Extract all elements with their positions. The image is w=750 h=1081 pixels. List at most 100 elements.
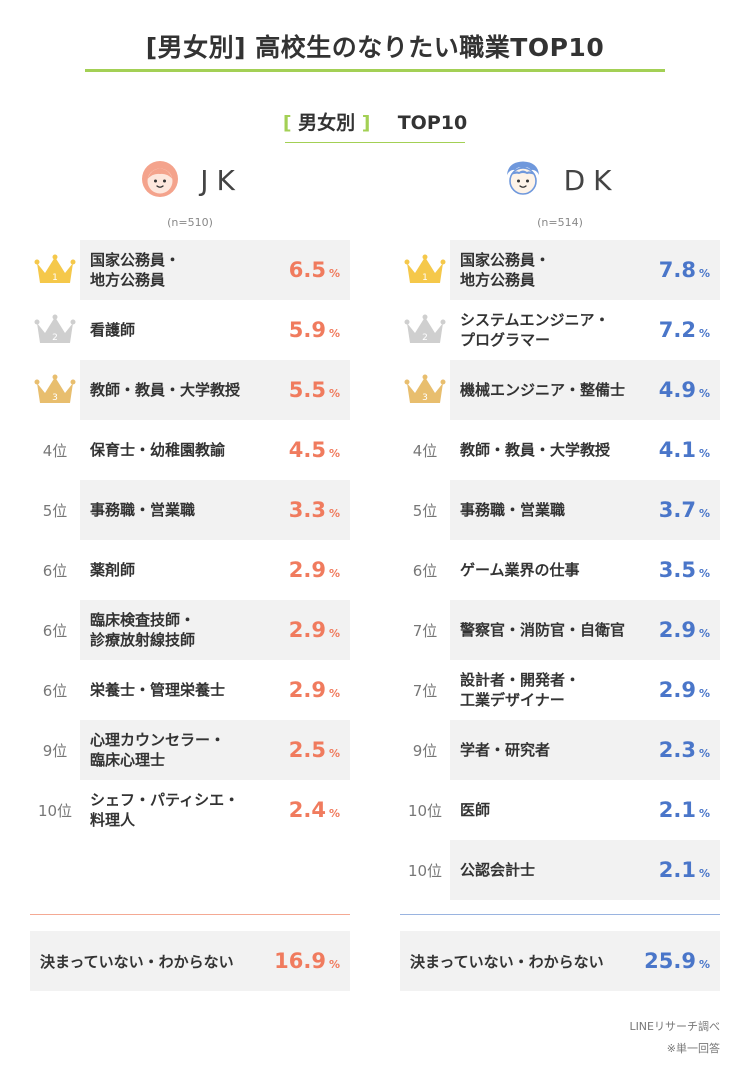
subtitle-suffix: TOP10 [397, 112, 468, 134]
job-name: 公認会計士 [460, 861, 536, 879]
subtitle-bracket-open: [ [282, 112, 292, 134]
rank-label: 10位 [407, 801, 443, 820]
percentage: 7.8% [658, 258, 710, 282]
job-name: 国家公務員・ 地方公務員 [90, 251, 181, 289]
percentage: 5.9% [288, 318, 340, 342]
percentage: 2.5% [288, 738, 340, 762]
dk-label: DK [563, 163, 620, 197]
ranking-row: 6位 臨床検査技師・ 診療放射線技師 2.9% [30, 600, 350, 660]
crown-icon: 3 [30, 360, 80, 420]
ranking-cell: 薬剤師 2.9% [80, 540, 350, 600]
job-name: ゲーム業界の仕事 [460, 561, 580, 579]
job-name: 学者・研究者 [460, 741, 551, 759]
svg-text:3: 3 [422, 393, 428, 403]
percentage: 5.5% [288, 378, 340, 402]
job-name: 臨床検査技師・ 診療放射線技師 [90, 611, 196, 649]
job-name: 国家公務員・ 地方公務員 [460, 251, 551, 289]
percentage: 2.9% [658, 618, 710, 642]
percentage: 2.1% [658, 858, 710, 882]
svg-text:2: 2 [52, 333, 58, 343]
undecided-percent: 25.9% [644, 949, 710, 973]
ranking-cell: 臨床検査技師・ 診療放射線技師 2.9% [80, 600, 350, 660]
rank-label: 4位 [412, 441, 438, 460]
job-name: 教師・教員・大学教授 [460, 441, 611, 459]
ranking-cell: 医師 2.1% [450, 780, 720, 840]
percentage: 7.2% [658, 318, 710, 342]
ranking-row: 5位 事務職・営業職 3.7% [400, 480, 720, 540]
job-name: 機械エンジニア・整備士 [460, 381, 626, 399]
ranking-cell: 栄養士・管理栄養士 2.9% [80, 660, 350, 720]
ranking-row: 10位 シェフ・パティシエ・ 料理人 2.4% [30, 780, 350, 840]
job-name: 保育士・幼稚園教諭 [90, 441, 226, 459]
rank-label: 6位 [42, 561, 68, 580]
ranking-row: 7位 警察官・消防官・自衛官 2.9% [400, 600, 720, 660]
ranking-row: 4位 保育士・幼稚園教諭 4.5% [30, 420, 350, 480]
rank-label: 7位 [412, 621, 438, 640]
page-title: [男女別] 高校生のなりたい職業TOP10 [145, 33, 605, 62]
percentage: 3.5% [658, 558, 710, 582]
job-name: シェフ・パティシエ・ 料理人 [90, 791, 240, 829]
rank-label: 9位 [42, 741, 68, 760]
subtitle-text: 男女別 [298, 112, 356, 134]
job-name: 設計者・開発者・ 工業デザイナー [460, 671, 581, 709]
rank-label: 10位 [37, 801, 73, 820]
ranking-cell: 機械エンジニア・整備士 4.9% [450, 360, 720, 420]
ranking-cell: 国家公務員・ 地方公務員 7.8% [450, 240, 720, 300]
ranking-cell: 公認会計士 2.1% [450, 840, 720, 900]
rank-label: 6位 [42, 681, 68, 700]
ranking-row: 10位 医師 2.1% [400, 780, 720, 840]
job-name: 医師 [460, 801, 491, 819]
jk-ranking-list: 1 国家公務員・ 地方公務員 6.5% 2 看護師 5.9% 3 教師・教員・大学教授 5.5%… [30, 240, 350, 840]
undecided-label: 決まっていない・わからない [40, 952, 234, 971]
ranking-cell: シェフ・パティシエ・ 料理人 2.4% [80, 780, 350, 840]
jk-undecided-row: 決まっていない・わからない 16.9% [30, 931, 350, 991]
crown-icon: 2 [400, 300, 450, 360]
ranking-row: 1 国家公務員・ 地方公務員 7.8% [400, 240, 720, 300]
percentage: 2.9% [658, 678, 710, 702]
crown-icon: 2 [30, 300, 80, 360]
rank-label: 9位 [412, 741, 438, 760]
girl-face-icon [137, 158, 183, 202]
ranking-cell: 設計者・開発者・ 工業デザイナー 2.9% [450, 660, 720, 720]
ranking-row: 2 看護師 5.9% [30, 300, 350, 360]
job-name: 事務職・営業職 [90, 501, 196, 519]
rank-label: 5位 [42, 501, 68, 520]
dk-divider [400, 914, 720, 915]
boy-face-icon [500, 158, 546, 202]
job-name: 事務職・営業職 [460, 501, 566, 519]
ranking-row: 7位 設計者・開発者・ 工業デザイナー 2.9% [400, 660, 720, 720]
ranking-cell: 警察官・消防官・自衛官 2.9% [450, 600, 720, 660]
ranking-row: 6位 栄養士・管理栄養士 2.9% [30, 660, 350, 720]
percentage: 2.3% [658, 738, 710, 762]
percentage: 4.9% [658, 378, 710, 402]
job-name: 看護師 [90, 321, 136, 339]
job-name: 薬剤師 [90, 561, 136, 579]
percentage: 2.9% [288, 678, 340, 702]
source-credit: LINEリサーチ調べ [629, 1020, 720, 1033]
jk-column-header: JK (n=510) [30, 158, 350, 229]
svg-text:1: 1 [422, 273, 428, 283]
ranking-row: 6位 ゲーム業界の仕事 3.5% [400, 540, 720, 600]
undecided-label: 決まっていない・わからない [410, 952, 604, 971]
job-name: 警察官・消防官・自衛官 [460, 621, 626, 639]
job-name: システムエンジニア・ プログラマー [460, 311, 610, 349]
rank-label: 4位 [42, 441, 68, 460]
ranking-row: 3 機械エンジニア・整備士 4.9% [400, 360, 720, 420]
section-subtitle: [ 男女別 ] TOP10 [0, 108, 750, 135]
ranking-row: 1 国家公務員・ 地方公務員 6.5% [30, 240, 350, 300]
job-name: 教師・教員・大学教授 [90, 381, 241, 399]
rank-label: 10位 [407, 861, 443, 880]
percentage: 4.1% [658, 438, 710, 462]
jk-label: JK [200, 163, 243, 197]
jk-sample-size: (n=510) [167, 216, 213, 229]
ranking-cell: 心理カウンセラー・ 臨床心理士 2.5% [80, 720, 350, 780]
dk-sample-size: (n=514) [537, 216, 583, 229]
jk-divider [30, 914, 350, 915]
rank-label: 5位 [412, 501, 438, 520]
job-name: 心理カウンセラー・ 臨床心理士 [90, 731, 226, 769]
percentage: 2.9% [288, 558, 340, 582]
ranking-row: 10位 公認会計士 2.1% [400, 840, 720, 900]
ranking-cell: 保育士・幼稚園教諭 4.5% [80, 420, 350, 480]
ranking-cell: 看護師 5.9% [80, 300, 350, 360]
ranking-row: 9位 心理カウンセラー・ 臨床心理士 2.5% [30, 720, 350, 780]
